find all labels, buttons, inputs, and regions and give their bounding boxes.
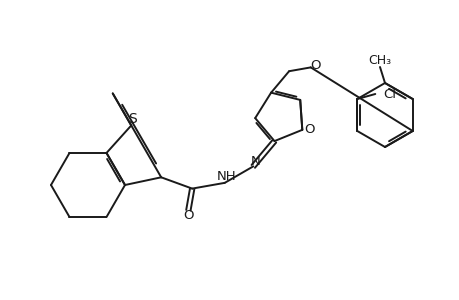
Text: N: N (250, 155, 260, 168)
Text: CH₃: CH₃ (368, 53, 391, 67)
Text: S: S (128, 112, 136, 127)
Text: O: O (303, 123, 314, 136)
Text: O: O (310, 59, 320, 72)
Text: Cl: Cl (382, 88, 395, 100)
Text: O: O (183, 209, 193, 222)
Text: NH: NH (216, 170, 236, 183)
